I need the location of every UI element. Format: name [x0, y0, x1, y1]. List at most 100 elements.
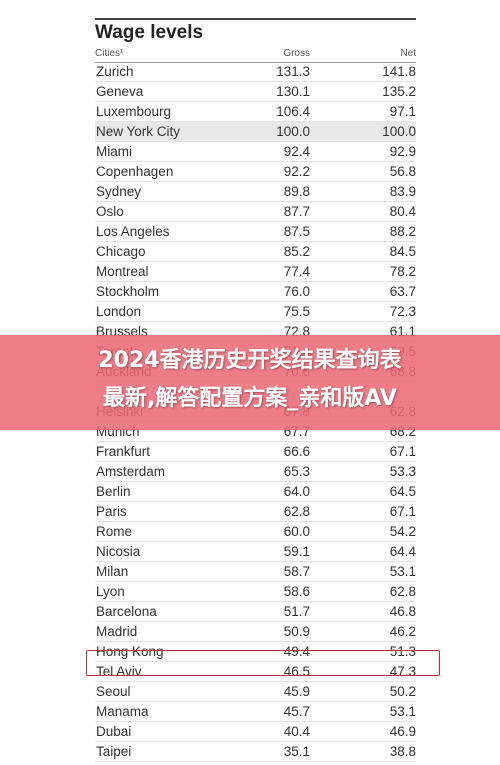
net-cell: 63.7 — [389, 284, 416, 299]
hong-kong-highlight-box — [86, 650, 440, 676]
city-cell: Los Angeles — [96, 224, 170, 239]
table-row: Chicago 85.2 84.5 — [95, 242, 416, 262]
table-row: Taipei 35.1 38.8 — [95, 742, 416, 762]
gross-cell: 45.7 — [283, 704, 310, 719]
table-row: Sydney 89.8 83.9 — [95, 182, 416, 202]
gross-cell: 130.1 — [276, 84, 310, 99]
gross-cell: 45.9 — [283, 684, 310, 699]
net-cell: 135.2 — [382, 84, 416, 99]
city-cell: Amsterdam — [96, 464, 166, 479]
table-row: Nicosia 59.1 64.4 — [95, 542, 416, 562]
city-cell: Oslo — [96, 204, 124, 219]
city-cell: Milan — [96, 564, 129, 579]
city-cell: Geneva — [96, 84, 144, 99]
document-title: Wage levels — [95, 22, 204, 43]
city-cell: Paris — [96, 504, 127, 519]
net-cell: 78.2 — [389, 264, 416, 279]
header-city: Cities¹ — [95, 48, 124, 59]
city-cell: Stockholm — [96, 284, 160, 299]
net-cell: 62.8 — [389, 584, 416, 599]
gross-cell: 64.0 — [283, 484, 310, 499]
city-cell: Miami — [96, 144, 132, 159]
net-cell: 64.4 — [389, 544, 416, 559]
net-cell: 46.2 — [389, 624, 416, 639]
city-cell: Rome — [96, 524, 133, 539]
net-cell: 67.1 — [389, 444, 416, 459]
gross-cell: 60.0 — [283, 524, 310, 539]
table-row: Frankfurt 66.6 67.1 — [95, 442, 416, 462]
net-cell: 72.3 — [389, 304, 416, 319]
overlay-banner — [0, 335, 500, 430]
table-row: Madrid 50.9 46.2 — [95, 622, 416, 642]
gross-cell: 75.5 — [283, 304, 310, 319]
city-cell: Sydney — [96, 184, 142, 199]
table-row: Los Angeles 87.5 88.2 — [95, 222, 416, 242]
city-cell: Taipei — [96, 744, 132, 759]
net-cell: 64.5 — [389, 484, 416, 499]
city-cell: Lyon — [96, 584, 125, 599]
table-row: Berlin 64.0 64.5 — [95, 482, 416, 502]
table-row: New York City 100.0 100.0 — [95, 122, 416, 142]
gross-cell: 66.6 — [283, 444, 310, 459]
net-cell: 84.5 — [389, 244, 416, 259]
net-cell: 46.9 — [389, 724, 416, 739]
gross-cell: 87.7 — [283, 204, 310, 219]
gross-cell: 92.4 — [283, 144, 310, 159]
table-row: Seoul 45.9 50.2 — [95, 682, 416, 702]
gross-cell: 59.1 — [283, 544, 310, 559]
net-cell: 46.8 — [389, 604, 416, 619]
header-net: Net — [400, 48, 416, 59]
city-cell: Dubai — [96, 724, 132, 739]
city-cell: Luxembourg — [96, 104, 172, 119]
net-cell: 54.2 — [389, 524, 416, 539]
table-row: Luxembourg 106.4 97.1 — [95, 102, 416, 122]
gross-cell: 77.4 — [283, 264, 310, 279]
net-cell: 38.8 — [389, 744, 416, 759]
net-cell: 141.8 — [382, 64, 416, 79]
table-row: Rome 60.0 54.2 — [95, 522, 416, 542]
city-cell: Barcelona — [96, 604, 157, 619]
gross-cell: 49.4 — [283, 644, 310, 659]
banner-line-2: 最新,解答配置方案_亲和版AV — [103, 386, 397, 411]
gross-cell: 50.9 — [283, 624, 310, 639]
table-row: Barcelona 51.7 46.8 — [95, 602, 416, 622]
table-row: Copenhagen 92.2 56.8 — [95, 162, 416, 182]
gross-cell: 62.8 — [283, 504, 310, 519]
gross-cell: 76.0 — [283, 284, 310, 299]
gross-cell: 131.3 — [276, 64, 310, 79]
city-cell: Manama — [96, 704, 149, 719]
net-cell: 83.9 — [389, 184, 416, 199]
city-cell: Zurich — [96, 64, 134, 79]
net-cell: 67.1 — [389, 504, 416, 519]
gross-cell: 40.4 — [283, 724, 310, 739]
city-cell: New York City — [96, 124, 181, 139]
net-cell: 53.3 — [389, 464, 416, 479]
table-row: Hong Kong 49.4 51.3 — [95, 642, 416, 662]
table-row: Montreal 77.4 78.2 — [95, 262, 416, 282]
banner-line-1: 2024香港历史开奖结果查询表 — [98, 348, 402, 373]
table-row: Miami 92.4 92.9 — [95, 142, 416, 162]
gross-cell: 87.5 — [283, 224, 310, 239]
net-cell: 50.2 — [389, 684, 416, 699]
net-cell: 56.8 — [389, 164, 416, 179]
net-cell: 51.3 — [389, 644, 416, 659]
table-row: London 75.5 72.3 — [95, 302, 416, 322]
net-cell: 80.4 — [389, 204, 416, 219]
city-cell: London — [96, 304, 142, 319]
top-rule — [95, 18, 416, 20]
table-row: Zurich 131.3 141.8 — [95, 62, 416, 82]
city-cell: Hong Kong — [96, 644, 164, 659]
table-row: Dubai 40.4 46.9 — [95, 722, 416, 742]
net-cell: 53.1 — [389, 704, 416, 719]
table-row: Milan 58.7 53.1 — [95, 562, 416, 582]
gross-cell: 100.0 — [276, 124, 310, 139]
table-row: Lyon 58.6 62.8 — [95, 582, 416, 602]
table-row: Amsterdam 65.3 53.3 — [95, 462, 416, 482]
city-cell: Chicago — [96, 244, 146, 259]
table-row: Stockholm 76.0 63.7 — [95, 282, 416, 302]
table-row: Paris 62.8 67.1 — [95, 502, 416, 522]
banner-text: 2024香港历史开奖结果查询表 最新,解答配置方案_亲和版AV — [0, 342, 500, 418]
gross-cell: 35.1 — [283, 744, 310, 759]
gross-cell: 58.7 — [283, 564, 310, 579]
gross-cell: 85.2 — [283, 244, 310, 259]
